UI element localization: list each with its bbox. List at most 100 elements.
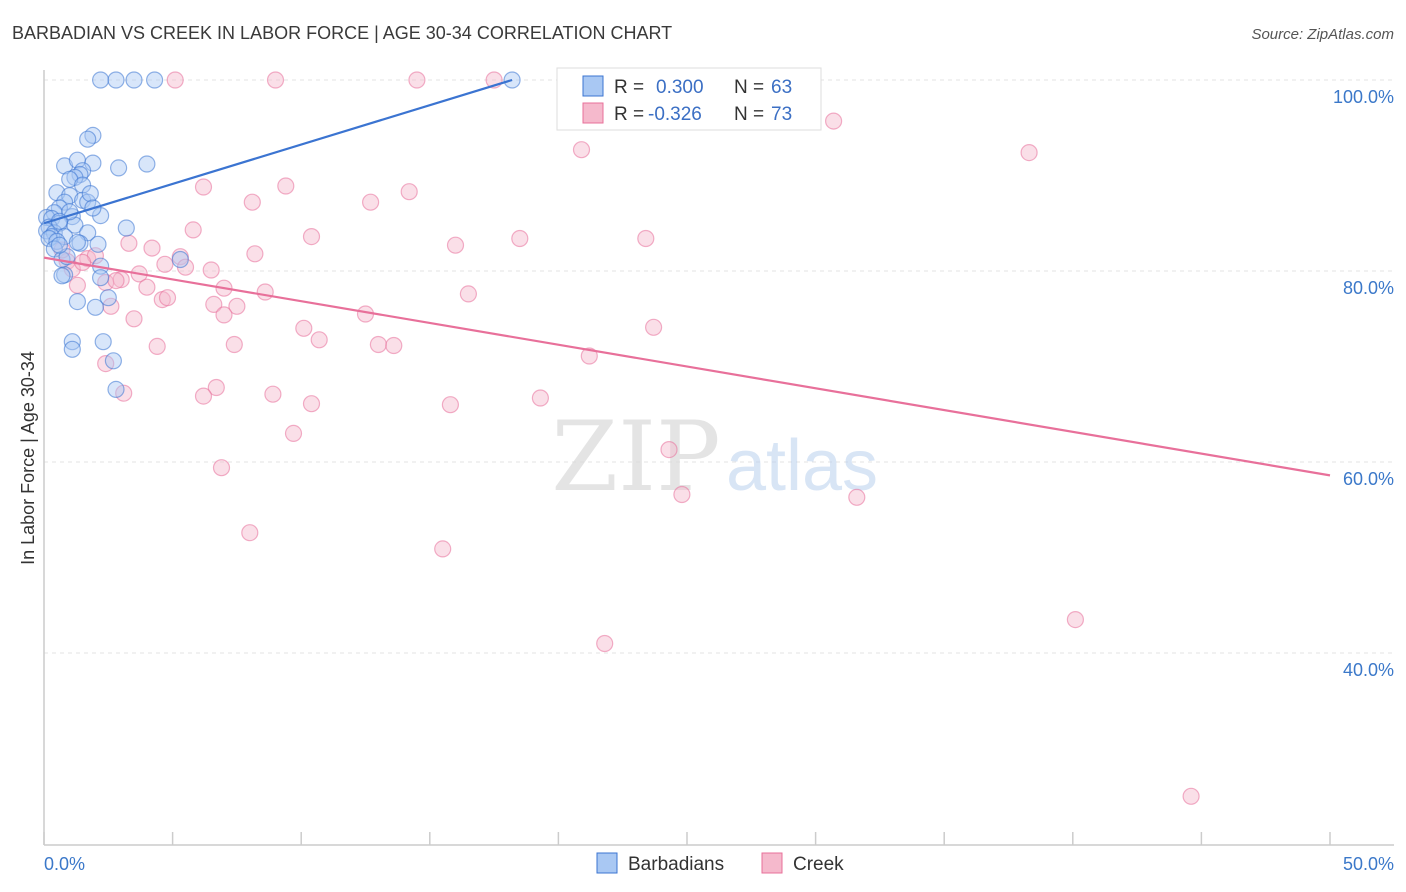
x-axis-ticks [43,832,1331,845]
point-creek [241,524,259,542]
point-creek [228,297,246,315]
point-barbadians [71,165,89,184]
chart-source: Source: ZipAtlas.com [1251,26,1394,43]
point-creek [362,193,380,211]
point-creek [68,276,87,294]
legend-swatch-barbadians [582,75,604,97]
point-barbadians [109,159,128,177]
point-creek [148,337,166,355]
legend-r-value-barbadians: 0.300 [656,77,704,98]
point-barbadians [53,267,71,285]
point-barbadians [138,155,156,173]
point-creek [441,396,459,414]
point-creek [446,236,465,254]
point-barbadians [146,71,164,89]
watermark-zip: ZIP [551,401,720,513]
point-creek [302,228,321,246]
point-creek [284,424,303,442]
bottom-legend-swatch-creek [761,852,783,874]
point-creek [205,295,223,313]
point-barbadians [89,235,107,253]
point-creek [824,112,843,130]
point-creek [107,272,125,290]
point-creek [120,234,138,252]
y-tick-label: 100.0% [1333,87,1394,107]
y-tick-label: 80.0% [1343,278,1394,298]
point-barbadians [104,352,123,370]
point-creek [212,459,231,477]
point-creek [385,336,403,355]
y-axis-tick-labels: 40.0% 60.0% 80.0% 100.0% [1333,87,1394,680]
legend-r-label-barbadians: R = [614,77,644,98]
point-barbadians [107,380,125,398]
trendline-barbadians [43,78,513,225]
point-creek [243,193,261,211]
point-creek [644,318,663,336]
point-creek [596,634,614,653]
point-barbadians [63,340,81,358]
series-legend: Barbadians Creek [596,852,844,875]
gridlines [44,79,1394,654]
point-barbadians [79,130,97,148]
point-creek [580,347,598,365]
point-creek [848,488,866,506]
point-creek [156,255,174,273]
x-tick-label-max: 50.0% [1343,854,1394,874]
point-creek [369,335,387,354]
point-creek [266,71,285,89]
y-tick-label: 60.0% [1343,469,1394,489]
legend-r-value-creek: -0.326 [648,104,702,125]
point-creek [1020,144,1038,162]
point-creek [511,229,529,248]
point-barbadians [91,71,110,89]
point-barbadians [86,298,105,316]
legend-swatch-creek [582,102,604,124]
point-creek [246,245,264,263]
point-creek [138,278,156,296]
point-creek [184,221,202,239]
point-creek [277,177,295,195]
point-creek [408,71,426,89]
point-creek [400,183,418,201]
bottom-legend-label-creek: Creek [793,854,844,875]
correlation-legend: R = 0.300 N = 63 R = -0.326 N = 73 [556,67,822,131]
legend-n-value-creek: 73 [771,104,792,125]
y-tick-label: 40.0% [1343,660,1394,680]
point-creek [143,239,161,257]
point-barbadians [171,250,189,269]
point-barbadians [68,233,87,251]
trendline-creek [43,256,1331,477]
point-creek [264,385,282,403]
chart-title: BARBADIAN VS CREEK IN LABOR FORCE | AGE … [12,23,672,43]
y-axis-title: In Labor Force | Age 30-34 [18,351,38,565]
point-creek [660,441,678,459]
point-creek [125,310,143,328]
point-creek [295,319,313,337]
point-creek [572,141,591,159]
trend-layer [43,78,1331,477]
point-creek [194,387,213,405]
legend-n-label-barbadians: N = [734,77,764,98]
point-creek [531,389,550,407]
bottom-legend-swatch-barbadians [596,852,618,874]
point-barbadians [117,219,135,237]
legend-r-label-creek: R = [614,104,644,125]
point-barbadians [68,293,87,311]
point-creek [673,485,691,504]
watermark-atlas: atlas [726,426,878,506]
point-barbadians [81,185,99,203]
point-barbadians [107,71,125,89]
point-barbadians [99,289,117,307]
point-creek [158,289,177,307]
point-creek [310,331,328,349]
point-barbadians [91,269,110,287]
x-tick-label-min: 0.0% [44,854,85,874]
point-creek [215,306,233,324]
point-creek [202,261,220,279]
point-creek [225,335,243,354]
legend-n-value-barbadians: 63 [771,77,792,98]
point-barbadians [50,236,69,254]
point-creek [166,71,184,89]
